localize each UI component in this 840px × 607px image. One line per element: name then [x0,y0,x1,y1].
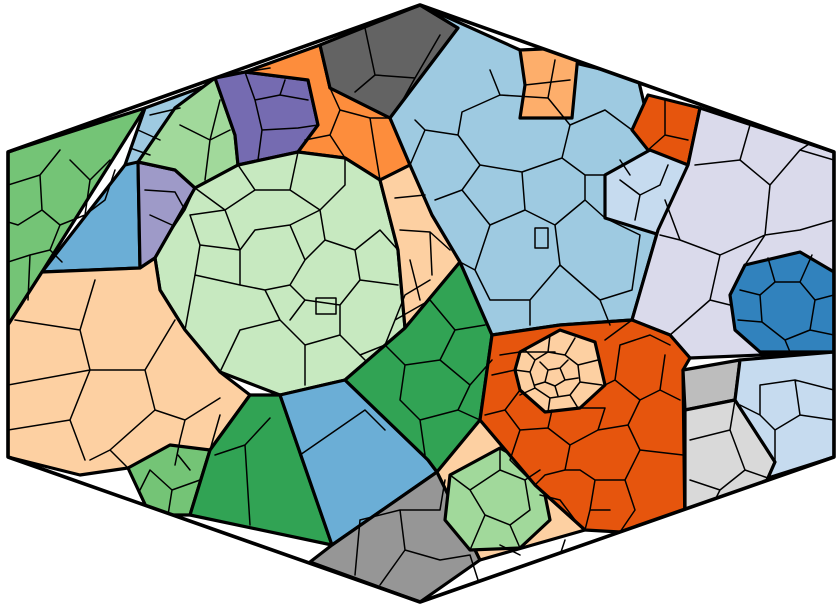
region-gray-bottom [308,470,482,602]
region-layer [8,5,834,602]
sub-cell-borders [8,27,834,586]
region-blue-right [728,250,834,354]
hexagon-boundary [6,3,836,604]
